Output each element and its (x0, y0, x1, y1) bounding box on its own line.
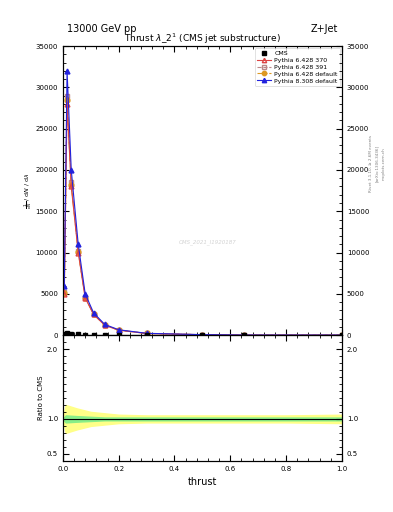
CMS (200, 332, 205, 338)
Text: CMS_2021_I1920187: CMS_2021_I1920187 (179, 240, 237, 245)
Text: mcplots.cern.ch: mcplots.cern.ch (381, 147, 385, 180)
X-axis label: thrust: thrust (188, 477, 217, 487)
Pythia 6.428 391 (83, 294, 88, 300)
Pythia 6.428 default (69, 182, 73, 188)
Pythia 6.428 391 (200, 332, 205, 338)
Pythia 6.428 370 (69, 183, 73, 189)
Line: Pythia 6.428 370: Pythia 6.428 370 (62, 101, 344, 337)
Pythia 6.428 391 (116, 327, 121, 333)
Pythia 8.308 default (102, 322, 107, 328)
Pythia 6.428 391 (76, 248, 81, 254)
Pythia 6.428 370 (144, 330, 149, 336)
Pythia 8.308 default (340, 332, 344, 338)
Pythia 6.428 default (83, 294, 88, 301)
Pythia 6.428 370 (116, 327, 121, 333)
Pythia 6.428 default (91, 311, 96, 317)
Pythia 6.428 391 (340, 332, 344, 338)
Pythia 8.308 default (144, 330, 149, 336)
Pythia 6.428 370 (83, 295, 88, 301)
Pythia 6.428 370 (102, 322, 107, 328)
Line: Pythia 6.428 default: Pythia 6.428 default (62, 97, 344, 337)
CMS (91, 332, 96, 338)
Pythia 6.428 default (116, 327, 121, 333)
Legend: CMS, Pythia 6.428 370, Pythia 6.428 391, Pythia 6.428 default, Pythia 8.308 defa: CMS, Pythia 6.428 370, Pythia 6.428 391,… (255, 48, 340, 86)
CMS (102, 332, 107, 338)
Pythia 8.308 default (200, 332, 205, 338)
Pythia 6.428 391 (65, 93, 70, 99)
CMS (65, 330, 70, 336)
Pythia 6.428 default (102, 322, 107, 328)
Pythia 6.428 370 (200, 332, 205, 338)
Pythia 6.428 370 (340, 332, 344, 338)
Text: 13000 GeV pp: 13000 GeV pp (67, 24, 136, 34)
Pythia 6.428 default (76, 249, 81, 255)
Pythia 6.428 391 (69, 179, 73, 185)
Pythia 6.428 default (340, 332, 344, 338)
Pythia 8.308 default (242, 332, 247, 338)
Line: Pythia 8.308 default: Pythia 8.308 default (62, 69, 344, 337)
Pythia 8.308 default (76, 241, 81, 247)
Pythia 6.428 default (144, 330, 149, 336)
Text: Rivet 3.1.10, ≥ 2.6M events: Rivet 3.1.10, ≥ 2.6M events (369, 135, 373, 193)
CMS (76, 331, 81, 337)
Text: Z+Jet: Z+Jet (310, 24, 338, 34)
Pythia 6.428 370 (62, 291, 67, 297)
Text: [arXiv:1306.3436]: [arXiv:1306.3436] (375, 145, 379, 182)
Line: CMS: CMS (62, 331, 344, 337)
Pythia 6.428 391 (91, 311, 96, 317)
Pythia 6.428 370 (65, 101, 70, 107)
Pythia 6.428 370 (76, 249, 81, 255)
CMS (242, 332, 247, 338)
Pythia 6.428 default (65, 97, 70, 103)
Pythia 8.308 default (65, 68, 70, 74)
Pythia 8.308 default (91, 310, 96, 316)
Y-axis label: $\frac{1}{\mathrm{d}N}\ /\ \mathrm{d}N\ /\ \mathrm{d}\lambda$: $\frac{1}{\mathrm{d}N}\ /\ \mathrm{d}N\ … (22, 172, 34, 209)
Pythia 6.428 391 (242, 332, 247, 338)
CMS (83, 332, 88, 338)
Pythia 6.428 391 (62, 289, 67, 295)
Pythia 6.428 default (200, 332, 205, 338)
Title: Thrust $\lambda$_2$^1$ (CMS jet substructure): Thrust $\lambda$_2$^1$ (CMS jet substruc… (124, 32, 281, 46)
CMS (340, 332, 344, 338)
CMS (144, 332, 149, 338)
CMS (69, 331, 73, 337)
Pythia 6.428 391 (102, 322, 107, 328)
CMS (116, 332, 121, 338)
Pythia 8.308 default (83, 291, 88, 297)
Pythia 8.308 default (62, 283, 67, 289)
Pythia 6.428 391 (144, 330, 149, 336)
Pythia 6.428 370 (242, 332, 247, 338)
Y-axis label: Ratio to CMS: Ratio to CMS (38, 376, 44, 420)
Pythia 6.428 370 (91, 311, 96, 317)
Pythia 6.428 default (242, 332, 247, 338)
Pythia 6.428 default (62, 290, 67, 296)
Line: Pythia 6.428 391: Pythia 6.428 391 (62, 93, 344, 337)
CMS (62, 331, 67, 337)
Pythia 8.308 default (116, 327, 121, 333)
Pythia 8.308 default (69, 167, 73, 173)
